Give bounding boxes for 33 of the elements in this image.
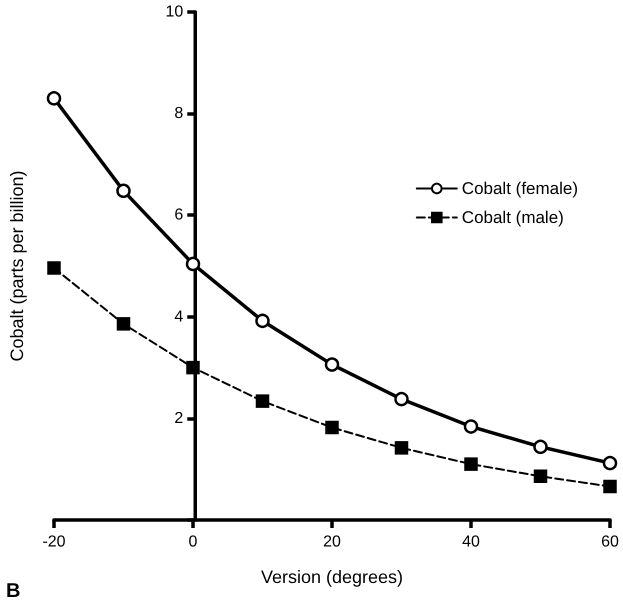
- point: [116, 184, 131, 198]
- point: [46, 91, 62, 106]
- x-tick-label: 20: [323, 534, 341, 550]
- point: [324, 357, 340, 372]
- point: [394, 441, 408, 455]
- y-tick-label: 10: [165, 4, 184, 20]
- x-tick-label: 60: [601, 534, 619, 550]
- legend-label: Cobalt (male): [462, 208, 564, 227]
- point: [116, 317, 130, 331]
- point: [47, 261, 61, 275]
- y-tick-label: 2: [174, 410, 184, 427]
- y-axis-title: Cobalt (parts per billion): [7, 170, 27, 362]
- point: [533, 440, 548, 454]
- y-tick-label: 4: [174, 308, 184, 326]
- x-axis-title: Version (degrees): [260, 567, 404, 587]
- point: [325, 420, 339, 434]
- x-tick-label: 40: [462, 534, 480, 550]
- point: [464, 457, 478, 471]
- point: [255, 314, 270, 328]
- point: [256, 394, 270, 408]
- point: [394, 392, 409, 406]
- y-tick-label: 8: [174, 105, 184, 122]
- y-tick-label: 6: [174, 206, 184, 224]
- point: [534, 470, 548, 484]
- point: [603, 480, 617, 494]
- text: B: [6, 580, 20, 602]
- x-tick-label: 0: [188, 534, 198, 550]
- legend-label: Cobalt (female): [462, 179, 578, 198]
- point: [186, 360, 200, 374]
- point: [186, 256, 200, 272]
- point: [464, 419, 478, 434]
- point: [602, 456, 618, 470]
- x-tick-label: -20: [42, 534, 66, 550]
